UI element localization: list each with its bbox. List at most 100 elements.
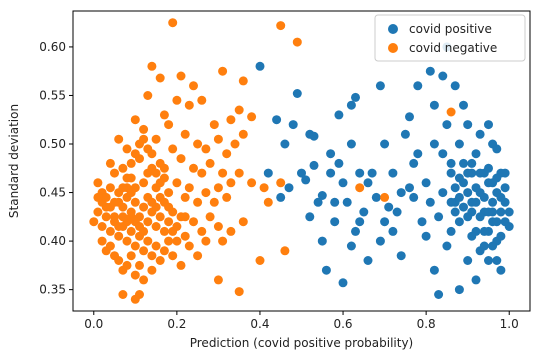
- point-covid-positive-12: [342, 197, 352, 207]
- point-covid-negative-98: [139, 246, 149, 256]
- point-covid-negative-56: [201, 188, 211, 198]
- point-covid-positive-19: [321, 265, 331, 275]
- point-covid-negative-106: [184, 241, 194, 251]
- point-covid-negative-82: [189, 217, 198, 227]
- point-covid-negative-54: [184, 183, 194, 193]
- point-covid-negative-51: [164, 188, 174, 198]
- point-covid-negative-86: [89, 217, 99, 227]
- point-covid-negative-74: [151, 222, 161, 231]
- point-covid-negative-151: [172, 236, 182, 246]
- point-covid-negative-137: [380, 192, 390, 202]
- point-covid-negative-112: [114, 256, 124, 265]
- point-covid-negative-90: [105, 226, 115, 236]
- point-covid-positive-108: [488, 241, 498, 251]
- point-covid-negative-6: [189, 81, 198, 91]
- point-covid-positive-68: [450, 81, 460, 91]
- point-covid-positive-21: [367, 168, 377, 178]
- point-covid-negative-99: [143, 236, 153, 246]
- point-covid-negative-120: [118, 290, 128, 299]
- point-covid-negative-52: [172, 178, 182, 188]
- point-covid-negative-132: [255, 256, 265, 265]
- point-covid-negative-34: [168, 144, 178, 154]
- point-covid-negative-127: [247, 178, 257, 188]
- point-covid-positive-16: [338, 278, 348, 288]
- point-covid-positive-71: [484, 120, 493, 130]
- point-covid-negative-94: [122, 236, 132, 246]
- point-covid-positive-111: [459, 202, 468, 212]
- point-covid-positive-123: [326, 168, 336, 178]
- point-covid-positive-69: [459, 100, 468, 110]
- point-covid-negative-30: [122, 144, 132, 154]
- point-covid-positive-15: [355, 217, 365, 227]
- point-covid-negative-69: [130, 197, 140, 207]
- point-covid-positive-121: [355, 168, 365, 178]
- point-covid-negative-164: [122, 173, 132, 183]
- point-covid-positive-124: [334, 110, 344, 120]
- point-covid-negative-77: [164, 217, 174, 227]
- point-covid-positive-97: [467, 158, 477, 168]
- point-covid-positive-70: [475, 129, 485, 139]
- point-covid-positive-115: [429, 139, 439, 149]
- point-covid-negative-87: [93, 207, 103, 217]
- point-covid-negative-88: [97, 222, 107, 231]
- point-covid-positive-132: [471, 183, 481, 193]
- point-covid-positive-90: [313, 197, 323, 207]
- point-covid-negative-160: [93, 192, 103, 202]
- point-covid-negative-105: [176, 260, 186, 270]
- point-covid-positive-80: [425, 197, 435, 207]
- point-covid-positive-87: [351, 226, 360, 236]
- point-covid-negative-92: [114, 231, 124, 241]
- point-covid-negative-72: [143, 217, 153, 227]
- point-covid-positive-85: [371, 192, 381, 202]
- point-covid-negative-42: [105, 158, 115, 168]
- point-covid-positive-5: [284, 183, 294, 193]
- point-covid-positive-95: [454, 173, 464, 183]
- point-covid-negative-24: [201, 144, 211, 154]
- point-covid-positive-96: [463, 188, 473, 198]
- point-covid-positive-45: [454, 217, 464, 227]
- point-covid-positive-83: [396, 188, 406, 198]
- point-covid-negative-3: [147, 61, 157, 71]
- y-tick-label: 0.50: [39, 137, 66, 151]
- point-covid-negative-153: [110, 212, 119, 222]
- point-covid-positive-136: [492, 173, 502, 183]
- point-covid-negative-8: [238, 76, 248, 86]
- point-covid-positive-119: [375, 236, 385, 246]
- point-covid-positive-106: [479, 241, 489, 251]
- point-covid-negative-114: [122, 260, 132, 270]
- point-covid-negative-60: [93, 178, 103, 188]
- legend-marker-covid-negative: [388, 43, 398, 53]
- point-covid-negative-95: [126, 226, 136, 236]
- point-covid-positive-99: [475, 168, 485, 178]
- point-covid-positive-36: [429, 100, 439, 110]
- point-covid-positive-26: [392, 207, 402, 217]
- point-covid-positive-40: [438, 188, 448, 198]
- x-tick-label: 0.2: [167, 317, 186, 331]
- point-covid-positive-30: [409, 158, 419, 168]
- point-covid-negative-129: [263, 197, 273, 207]
- point-covid-negative-53: [180, 192, 190, 202]
- point-covid-positive-137: [467, 197, 477, 207]
- point-covid-negative-37: [197, 168, 207, 178]
- point-covid-negative-21: [164, 120, 174, 130]
- point-covid-positive-1: [272, 115, 282, 125]
- point-covid-negative-2: [292, 37, 302, 47]
- point-covid-positive-20: [363, 178, 373, 188]
- point-covid-negative-55: [193, 197, 203, 207]
- point-covid-positive-4: [309, 131, 319, 141]
- point-covid-negative-115: [126, 251, 136, 261]
- point-covid-positive-91: [276, 192, 286, 202]
- y-tick-label: 0.55: [39, 88, 66, 102]
- x-tick-label: 0.0: [84, 317, 103, 331]
- point-covid-positive-77: [442, 241, 452, 251]
- point-covid-negative-41: [234, 168, 244, 178]
- point-covid-negative-20: [151, 134, 161, 144]
- point-covid-negative-157: [126, 212, 136, 222]
- point-covid-positive-14: [351, 92, 360, 102]
- point-covid-negative-133: [238, 217, 248, 227]
- point-covid-negative-39: [218, 168, 228, 178]
- point-covid-positive-134: [484, 163, 493, 173]
- point-covid-negative-146: [151, 202, 161, 212]
- point-covid-positive-41: [442, 120, 452, 130]
- point-covid-negative-96: [130, 241, 140, 251]
